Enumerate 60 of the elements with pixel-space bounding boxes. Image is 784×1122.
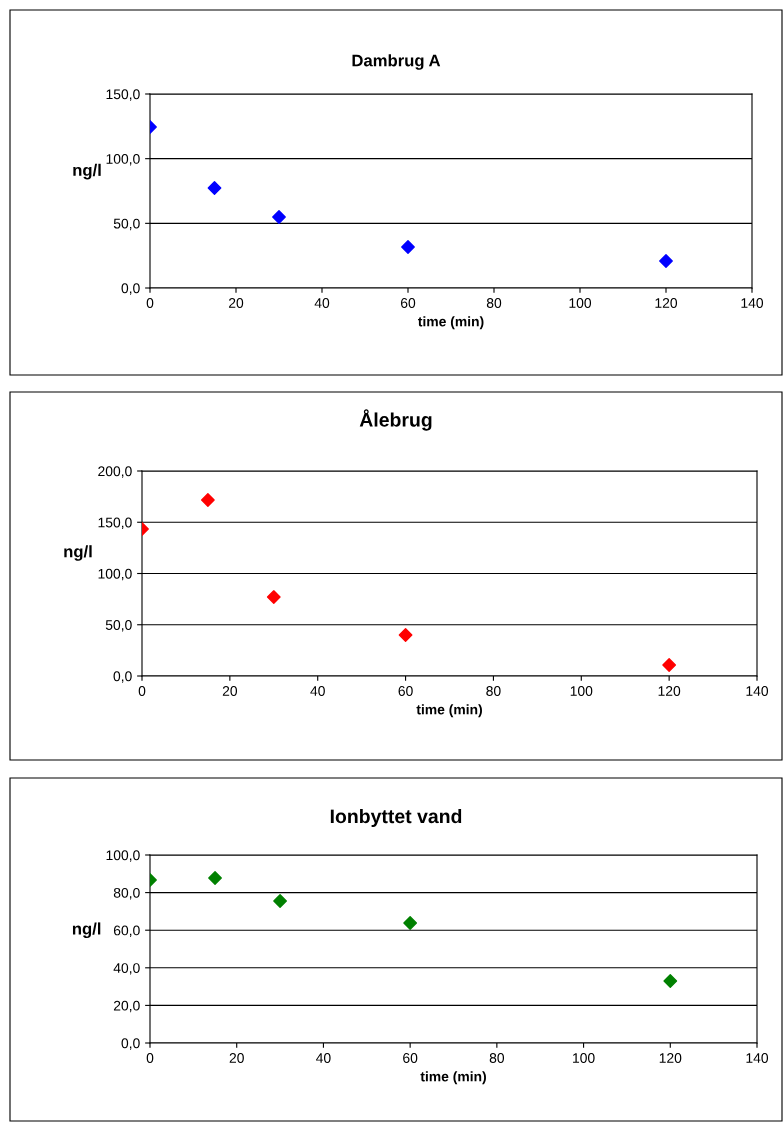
x-tick-label: 140	[741, 298, 764, 308]
y-tick-label: 100,0	[98, 568, 132, 581]
x-tick-label: 140	[746, 686, 769, 696]
point	[403, 916, 418, 930]
y-tick-label: 150,0	[98, 517, 132, 530]
x-tick-label: 0	[146, 298, 154, 308]
y-tick-label: 200,0	[98, 466, 132, 478]
point	[398, 628, 413, 642]
x-tick-label: 40	[316, 1053, 331, 1063]
x-tick-label: 20	[228, 298, 244, 308]
y-tick-label: 50,0	[105, 620, 132, 632]
y-axis-title: ng/l	[72, 922, 101, 938]
point	[401, 240, 415, 254]
x-tick-label: 120	[655, 298, 678, 308]
chart-title: Ålebrug	[359, 409, 432, 431]
x-tick-label: 140	[746, 1053, 769, 1063]
y-tick-label: 0,0	[113, 671, 132, 683]
y-axis-title: ng/l	[73, 163, 101, 180]
y-tick-label: 20,0	[113, 1000, 140, 1013]
x-tick-label: 60	[398, 686, 413, 696]
y-tick-label: 100,0	[106, 850, 140, 862]
x-tick-label: 60	[400, 298, 416, 308]
point	[659, 254, 673, 268]
y-tick-label: 0,0	[121, 1038, 140, 1050]
x-axis-title: time (min)	[420, 1071, 486, 1085]
x-axis-title: time (min)	[417, 316, 484, 330]
x-tick-label: 0	[146, 1053, 154, 1063]
y-tick-label: 150,0	[106, 89, 140, 101]
y-tick-label: 0,0	[121, 283, 140, 295]
x-tick-label: 100	[573, 1053, 595, 1063]
x-tick-label: 80	[486, 298, 502, 308]
x-tick-label: 20	[222, 686, 238, 696]
x-tick-label: 100	[570, 686, 593, 696]
point	[273, 894, 287, 908]
y-tick-label: 100,0	[106, 154, 140, 166]
point	[208, 871, 222, 885]
x-tick-label: 20	[229, 1053, 244, 1063]
x-tick-label: 100	[569, 298, 592, 308]
x-tick-label: 40	[314, 298, 330, 308]
point	[200, 493, 215, 507]
chart-title: Ionbyttet vand	[330, 808, 462, 828]
x-tick-label: 120	[658, 686, 681, 696]
x-axis-title: time (min)	[416, 704, 482, 718]
x-tick-label: 80	[486, 686, 501, 696]
point	[207, 181, 222, 195]
point	[272, 210, 286, 224]
x-tick-label: 0	[138, 686, 146, 696]
x-tick-label: 40	[310, 686, 325, 696]
y-tick-label: 60,0	[113, 925, 140, 938]
point	[662, 658, 677, 672]
point	[663, 974, 678, 988]
y-tick-label: 40,0	[113, 963, 140, 975]
x-tick-label: 80	[489, 1053, 505, 1063]
x-tick-label: 60	[403, 1053, 418, 1063]
y-tick-label: 50,0	[113, 218, 140, 231]
y-tick-label: 80,0	[113, 887, 140, 900]
chart-title: Dambrug A	[352, 54, 441, 70]
y-axis-title: ng/l	[64, 545, 92, 561]
x-tick-label: 120	[659, 1053, 682, 1063]
point	[266, 590, 281, 604]
